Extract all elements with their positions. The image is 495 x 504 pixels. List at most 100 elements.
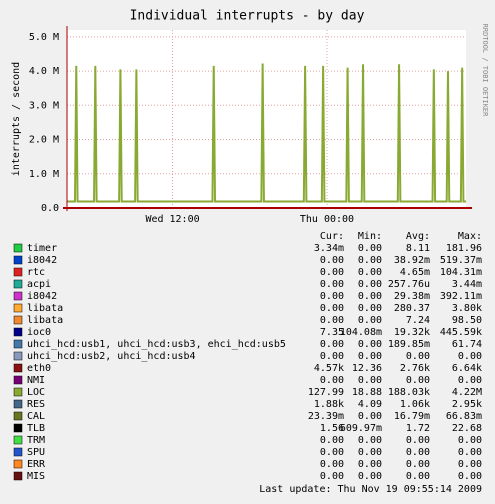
stats-cell: 1.72 (406, 423, 430, 434)
stats-cell: 61.74 (452, 339, 482, 350)
stats-cell: 29.38m (394, 291, 430, 302)
stats-cell: 0.00 (320, 267, 344, 278)
stats-cell: 0.00 (358, 459, 382, 470)
stats-cell: 0.00 (358, 303, 382, 314)
legend-label: uhci_hcd:usb1, uhci_hcd:usb3, ehci_hcd:u… (27, 339, 286, 350)
stats-cell: 38.92m (394, 255, 430, 266)
legend-label: CAL (27, 411, 45, 422)
y-tick-label: 1.0 M (29, 169, 59, 180)
legend-label: timer (27, 243, 57, 254)
legend-swatch (13, 411, 23, 421)
stats-cell: 0.00 (358, 447, 382, 458)
stats-cell: 0.00 (358, 339, 382, 350)
stats-cell: 2.95k (452, 399, 482, 410)
legend-label: eth0 (27, 363, 51, 374)
y-tick-label: 3.0 M (29, 100, 59, 111)
legend-label: ioc0 (27, 327, 51, 338)
stats-cell: 66.83m (446, 411, 482, 422)
stats-cell: 104.31m (440, 267, 482, 278)
stats-cell: 0.00 (320, 291, 344, 302)
legend-swatch (13, 255, 23, 265)
legend-label: TLB (27, 423, 45, 434)
stats-header: Cur: (320, 231, 344, 242)
stats-cell: 0.00 (358, 255, 382, 266)
legend-label: ERR (27, 459, 46, 470)
legend-swatch (13, 279, 23, 289)
stats-cell: 0.00 (458, 471, 482, 482)
stats-cell: 445.59k (440, 327, 482, 338)
legend-label: LOC (27, 387, 45, 398)
side-text: RRDTOOL / TOBI OETIKER (481, 24, 489, 118)
stats-cell: 127.99 (308, 387, 344, 398)
stats-cell: 3.44m (452, 279, 482, 290)
stats-cell: 0.00 (358, 315, 382, 326)
stats-cell: 4.65m (400, 267, 430, 278)
stats-cell: 0.00 (358, 411, 382, 422)
stats-cell: 519.37m (440, 255, 482, 266)
stats-cell: 257.76u (388, 279, 430, 290)
legend-swatch (13, 267, 23, 277)
stats-cell: 1.88k (314, 399, 344, 410)
stats-cell: 0.00 (406, 447, 430, 458)
stats-cell: 2.76k (400, 363, 430, 374)
stats-cell: 98.50 (452, 315, 482, 326)
stats-cell: 0.00 (458, 447, 482, 458)
stats-cell: 6.64k (452, 363, 482, 374)
stats-cell: 0.00 (458, 435, 482, 446)
stats-cell: 0.00 (320, 315, 344, 326)
stats-cell: 0.00 (320, 339, 344, 350)
stats-cell: 0.00 (358, 243, 382, 254)
stats-cell: 0.00 (320, 375, 344, 386)
stats-cell: 18.88 (352, 387, 382, 398)
y-tick-label: 4.0 M (29, 66, 59, 77)
stats-cell: 0.00 (358, 471, 382, 482)
stats-cell: 189.85m (388, 339, 430, 350)
stats-cell: 3.80k (452, 303, 482, 314)
stats-cell: 0.00 (406, 459, 430, 470)
legend-swatch (13, 291, 23, 301)
stats-cell: 0.00 (320, 303, 344, 314)
stats-cell: 0.00 (320, 255, 344, 266)
legend-label: NMI (27, 375, 45, 386)
chart-title: Individual interrupts - by day (130, 9, 365, 24)
stats-cell: 181.96 (446, 243, 482, 254)
stats-cell: 19.32k (394, 327, 430, 338)
y-tick-label: 5.0 M (29, 32, 59, 43)
legend-swatch (13, 339, 23, 349)
stats-cell: 0.00 (320, 447, 344, 458)
stats-cell: 0.00 (358, 291, 382, 302)
legend-swatch (13, 459, 23, 469)
legend-swatch (13, 447, 23, 457)
stats-cell: 0.00 (358, 279, 382, 290)
stats-cell: 0.00 (458, 351, 482, 362)
y-tick-label: 2.0 M (29, 135, 59, 146)
legend-swatch (13, 327, 23, 337)
stats-cell: 0.00 (358, 267, 382, 278)
legend-label: RES (27, 399, 45, 410)
stats-cell: 0.00 (358, 435, 382, 446)
stats-cell: 4.09 (358, 399, 382, 410)
stats-cell: 104.08m (340, 327, 382, 338)
series-line (67, 63, 466, 203)
stats-cell: 23.39m (308, 411, 344, 422)
stats-cell: 1.06k (400, 399, 430, 410)
legend-swatch (13, 375, 23, 385)
stats-cell: 7.35 (320, 327, 344, 338)
legend-swatch (13, 315, 23, 325)
legend-label: TRM (27, 435, 45, 446)
legend-swatch (13, 399, 23, 409)
stats-cell: 0.00 (406, 435, 430, 446)
stats-cell: 188.03k (388, 387, 430, 398)
stats-cell: 0.00 (458, 459, 482, 470)
legend-swatch (13, 423, 23, 433)
stats-header: Max: (458, 231, 482, 242)
stats-cell: 609.97m (340, 423, 382, 434)
stats-cell: 0.00 (406, 471, 430, 482)
stats-cell: 4.57k (314, 363, 344, 374)
legend-label: acpi (27, 279, 51, 290)
stats-cell: 16.79m (394, 411, 430, 422)
stats-cell: 3.34m (314, 243, 344, 254)
stats-cell: 0.00 (320, 351, 344, 362)
y-axis-label: interrupts / second (11, 62, 22, 176)
